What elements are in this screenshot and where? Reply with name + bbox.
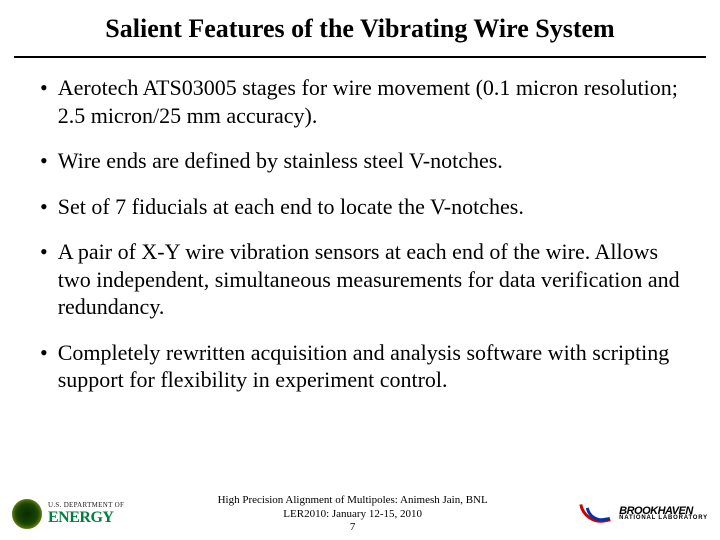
bullet-dot: • [40, 238, 48, 321]
bullet-dot: • [40, 339, 48, 394]
slide-footer: U.S. DEPARTMENT OF ENERGY High Precision… [0, 494, 720, 534]
bullet-list: • Aerotech ATS03005 stages for wire move… [0, 66, 720, 394]
list-item: • Aerotech ATS03005 stages for wire move… [40, 74, 692, 129]
doe-logo: U.S. DEPARTMENT OF ENERGY [12, 498, 124, 530]
footer-line2: LER2010: January 12-15, 2010 [132, 508, 573, 521]
doe-line1: U.S. DEPARTMENT OF [48, 501, 124, 509]
bullet-text: Completely rewritten acquisition and ana… [58, 339, 692, 394]
bullet-text: Set of 7 fiducials at each end to locate… [58, 193, 692, 221]
bullet-text: Wire ends are defined by stainless steel… [58, 147, 692, 175]
bnl-logo: BROOKHAVEN NATIONAL LABORATORY [581, 498, 708, 530]
bullet-text: A pair of X-Y wire vibration sensors at … [58, 238, 692, 321]
doe-logo-text: U.S. DEPARTMENT OF ENERGY [48, 501, 124, 527]
bullet-dot: • [40, 74, 48, 129]
bullet-text: Aerotech ATS03005 stages for wire moveme… [58, 74, 692, 129]
list-item: • Set of 7 fiducials at each end to loca… [40, 193, 692, 221]
bnl-line2: NATIONAL LABORATORY [619, 516, 708, 521]
list-item: • A pair of X-Y wire vibration sensors a… [40, 238, 692, 321]
bullet-dot: • [40, 193, 48, 221]
bnl-logo-text: BROOKHAVEN NATIONAL LABORATORY [619, 507, 708, 522]
slide-title: Salient Features of the Vibrating Wire S… [14, 0, 706, 58]
footer-citation: High Precision Alignment of Multipoles: … [124, 494, 581, 534]
list-item: • Wire ends are defined by stainless ste… [40, 147, 692, 175]
doe-line2: ENERGY [48, 509, 124, 527]
list-item: • Completely rewritten acquisition and a… [40, 339, 692, 394]
footer-line1: High Precision Alignment of Multipoles: … [132, 494, 573, 507]
bnl-swoosh-icon [581, 500, 615, 528]
bullet-dot: • [40, 147, 48, 175]
footer-page-number: 7 [132, 521, 573, 534]
doe-seal-icon [12, 499, 42, 529]
